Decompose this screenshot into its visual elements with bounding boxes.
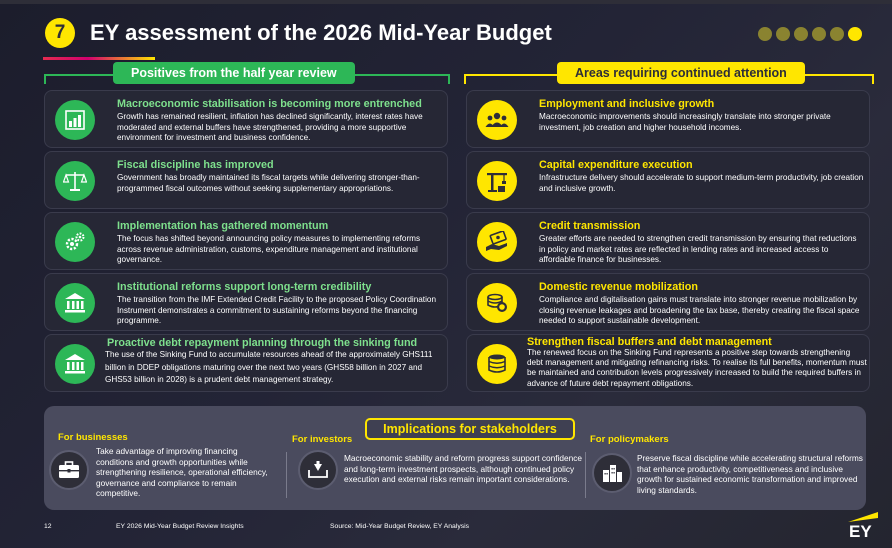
positives-header: Positives from the half year review xyxy=(113,62,355,84)
card-title: Fiscal discipline has improved xyxy=(117,159,274,171)
card-body: Compliance and digitalisation gains must… xyxy=(539,295,860,326)
card-title: Capital expenditure execution xyxy=(539,159,693,171)
policymakers-label: For policymakers xyxy=(590,434,669,445)
divider xyxy=(286,452,287,498)
bar-chart-icon xyxy=(55,100,95,140)
top-bar xyxy=(0,0,892,4)
title-underline xyxy=(43,57,155,60)
pagination-dot-active[interactable] xyxy=(848,27,862,41)
card-body: The renewed focus on the Sinking Fund re… xyxy=(527,348,867,388)
implications-header: Implications for stakeholders xyxy=(365,418,575,440)
pagination-dot[interactable] xyxy=(812,27,826,41)
crane-icon xyxy=(477,161,517,201)
investors-text: Macroeconomic stability and reform progr… xyxy=(344,453,582,485)
card-body: Infrastructure delivery should accelerat… xyxy=(539,173,864,193)
coin-stack-icon xyxy=(477,344,517,384)
card-title: Macroeconomic stabilisation is becoming … xyxy=(117,98,422,110)
card-title: Institutional reforms support long-term … xyxy=(117,281,372,293)
attention-card: Domestic revenue mobilization Compliance… xyxy=(466,273,870,331)
positive-card: Proactive debt repayment planning throug… xyxy=(44,334,448,392)
pagination-dots xyxy=(758,27,862,41)
money-hand-icon xyxy=(477,222,517,262)
positives-column: Macroeconomic stabilisation is becoming … xyxy=(44,90,448,395)
card-title: Proactive debt repayment planning throug… xyxy=(107,337,418,349)
section-number-badge: 7 xyxy=(45,18,75,48)
positive-card: Macroeconomic stabilisation is becoming … xyxy=(44,90,448,148)
card-title: Employment and inclusive growth xyxy=(539,98,715,110)
briefcase-icon xyxy=(49,450,89,490)
card-title: Credit transmission xyxy=(539,220,641,232)
positive-card: Fiscal discipline has improved Governmen… xyxy=(44,151,448,209)
card-body: The transition from the IMF Extended Cre… xyxy=(117,295,437,326)
people-icon xyxy=(477,100,517,140)
pagination-dot[interactable] xyxy=(758,27,772,41)
positive-card: Institutional reforms support long-term … xyxy=(44,273,448,331)
card-title: Domestic revenue mobilization xyxy=(539,281,698,293)
divider xyxy=(585,452,586,498)
businesses-label: For businesses xyxy=(58,432,128,443)
city-buildings-icon xyxy=(592,453,632,493)
card-body: Greater efforts are needed to strengthen… xyxy=(539,234,857,265)
pagination-dot[interactable] xyxy=(776,27,790,41)
card-body: The use of the Sinking Fund to accumulat… xyxy=(105,350,433,384)
pagination-dot[interactable] xyxy=(794,27,808,41)
gears-icon xyxy=(55,222,95,262)
page-title: EY assessment of the 2026 Mid-Year Budge… xyxy=(90,20,552,45)
coins-icon xyxy=(477,283,517,323)
investment-tray-icon xyxy=(298,450,338,490)
attention-header: Areas requiring continued attention xyxy=(557,62,805,84)
businesses-text: Take advantage of improving financing co… xyxy=(96,446,268,499)
attention-card: Capital expenditure execution Infrastruc… xyxy=(466,151,870,209)
positive-card: Implementation has gathered momentum The… xyxy=(44,212,448,270)
card-body: Macroeconomic improvements should increa… xyxy=(539,112,831,132)
card-title: Implementation has gathered momentum xyxy=(117,220,329,232)
scales-icon xyxy=(55,161,95,201)
attention-card: Strengthen fiscal buffers and debt manag… xyxy=(466,334,870,392)
card-body: The focus has shifted beyond announcing … xyxy=(117,234,421,265)
ey-logo: EY xyxy=(848,512,878,538)
page-number: 12 xyxy=(44,523,52,530)
attention-card: Employment and inclusive growth Macroeco… xyxy=(466,90,870,148)
report-title: EY 2026 Mid-Year Budget Review Insights xyxy=(116,523,244,530)
card-body: Government has broadly maintained its fi… xyxy=(117,173,420,193)
logo-text: EY xyxy=(849,522,872,538)
policymakers-text: Preserve fiscal discipline while acceler… xyxy=(637,453,863,495)
institution-icon xyxy=(55,283,95,323)
card-title: Strengthen fiscal buffers and debt manag… xyxy=(527,336,772,348)
attention-card: Credit transmission Greater efforts are … xyxy=(466,212,870,270)
investors-label: For investors xyxy=(292,434,353,445)
attention-column: Employment and inclusive growth Macroeco… xyxy=(466,90,870,395)
bank-icon xyxy=(55,344,95,384)
source-note: Source: Mid-Year Budget Review, EY Analy… xyxy=(330,523,470,530)
pagination-dot[interactable] xyxy=(830,27,844,41)
card-body: Growth has remained resilient, inflation… xyxy=(117,112,423,143)
